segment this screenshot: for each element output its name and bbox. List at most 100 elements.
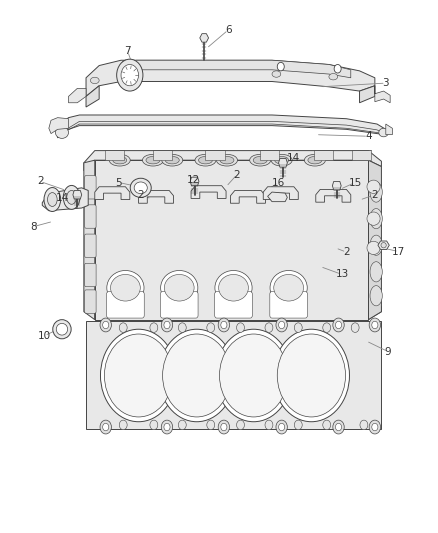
Circle shape bbox=[335, 423, 341, 431]
Text: 16: 16 bbox=[271, 177, 285, 188]
Text: 3: 3 bbox=[381, 78, 388, 88]
Circle shape bbox=[278, 423, 284, 431]
Ellipse shape bbox=[271, 155, 291, 166]
Text: 2: 2 bbox=[371, 190, 377, 200]
Circle shape bbox=[100, 420, 111, 434]
Ellipse shape bbox=[47, 192, 57, 206]
Ellipse shape bbox=[249, 155, 270, 166]
Ellipse shape bbox=[273, 274, 303, 301]
Text: 5: 5 bbox=[115, 177, 122, 188]
Polygon shape bbox=[49, 118, 68, 134]
Ellipse shape bbox=[369, 208, 381, 229]
Ellipse shape bbox=[369, 182, 381, 202]
Circle shape bbox=[350, 323, 358, 333]
Circle shape bbox=[162, 334, 230, 417]
Ellipse shape bbox=[63, 185, 80, 209]
Circle shape bbox=[371, 423, 377, 431]
Text: 13: 13 bbox=[335, 270, 348, 279]
Text: 4: 4 bbox=[364, 131, 371, 141]
Circle shape bbox=[102, 423, 109, 431]
Ellipse shape bbox=[146, 157, 159, 164]
Ellipse shape bbox=[109, 155, 130, 166]
Circle shape bbox=[332, 420, 343, 434]
Ellipse shape bbox=[218, 274, 248, 301]
Ellipse shape bbox=[113, 157, 127, 164]
Circle shape bbox=[158, 329, 234, 422]
Text: 10: 10 bbox=[38, 330, 51, 341]
Circle shape bbox=[102, 321, 109, 329]
Circle shape bbox=[150, 420, 157, 430]
Ellipse shape bbox=[307, 157, 321, 164]
Text: 12: 12 bbox=[186, 175, 199, 185]
Ellipse shape bbox=[56, 324, 67, 335]
Polygon shape bbox=[230, 190, 265, 203]
Circle shape bbox=[293, 420, 301, 430]
Polygon shape bbox=[374, 86, 389, 103]
Circle shape bbox=[236, 323, 244, 333]
Circle shape bbox=[277, 334, 345, 417]
Circle shape bbox=[293, 323, 301, 333]
Circle shape bbox=[178, 420, 186, 430]
Circle shape bbox=[161, 420, 172, 434]
Polygon shape bbox=[332, 181, 340, 190]
Polygon shape bbox=[199, 34, 208, 42]
FancyBboxPatch shape bbox=[106, 292, 144, 318]
Ellipse shape bbox=[304, 155, 325, 166]
Ellipse shape bbox=[55, 127, 68, 139]
Text: 8: 8 bbox=[30, 222, 37, 232]
Polygon shape bbox=[105, 150, 124, 160]
Ellipse shape bbox=[274, 157, 288, 164]
Polygon shape bbox=[359, 86, 374, 103]
Ellipse shape bbox=[369, 262, 381, 282]
Polygon shape bbox=[57, 115, 385, 138]
Polygon shape bbox=[377, 241, 389, 249]
FancyBboxPatch shape bbox=[160, 292, 198, 318]
Polygon shape bbox=[95, 160, 367, 320]
Circle shape bbox=[277, 62, 284, 71]
Circle shape bbox=[322, 323, 330, 333]
Ellipse shape bbox=[216, 155, 237, 166]
Text: 6: 6 bbox=[224, 25, 231, 35]
Text: 2: 2 bbox=[37, 176, 43, 187]
Circle shape bbox=[333, 64, 340, 73]
Text: 9: 9 bbox=[384, 346, 390, 357]
Polygon shape bbox=[95, 187, 130, 199]
Polygon shape bbox=[191, 185, 226, 198]
Ellipse shape bbox=[44, 188, 60, 212]
Ellipse shape bbox=[194, 155, 215, 166]
Circle shape bbox=[265, 420, 272, 430]
Circle shape bbox=[332, 318, 343, 332]
FancyBboxPatch shape bbox=[214, 292, 252, 318]
Polygon shape bbox=[123, 60, 350, 78]
Ellipse shape bbox=[380, 243, 385, 248]
Ellipse shape bbox=[164, 274, 194, 301]
Circle shape bbox=[122, 60, 129, 69]
Ellipse shape bbox=[328, 74, 337, 80]
Circle shape bbox=[220, 321, 226, 329]
Polygon shape bbox=[68, 88, 86, 103]
Polygon shape bbox=[86, 86, 99, 107]
Ellipse shape bbox=[366, 212, 379, 225]
Circle shape bbox=[335, 321, 341, 329]
Circle shape bbox=[276, 420, 287, 434]
Ellipse shape bbox=[53, 320, 71, 339]
Text: 17: 17 bbox=[392, 247, 405, 256]
Ellipse shape bbox=[160, 270, 198, 305]
Polygon shape bbox=[86, 321, 381, 429]
Polygon shape bbox=[313, 150, 332, 160]
Polygon shape bbox=[385, 124, 392, 135]
FancyBboxPatch shape bbox=[85, 234, 96, 257]
Text: 2: 2 bbox=[137, 190, 144, 200]
Polygon shape bbox=[84, 151, 381, 171]
Circle shape bbox=[322, 420, 330, 430]
Ellipse shape bbox=[198, 157, 212, 164]
Circle shape bbox=[121, 64, 138, 86]
Polygon shape bbox=[278, 159, 287, 167]
Circle shape bbox=[265, 323, 272, 333]
FancyBboxPatch shape bbox=[85, 205, 96, 228]
Polygon shape bbox=[73, 190, 81, 199]
Polygon shape bbox=[315, 189, 350, 202]
Ellipse shape bbox=[369, 235, 381, 255]
Circle shape bbox=[368, 420, 380, 434]
Polygon shape bbox=[205, 150, 224, 160]
